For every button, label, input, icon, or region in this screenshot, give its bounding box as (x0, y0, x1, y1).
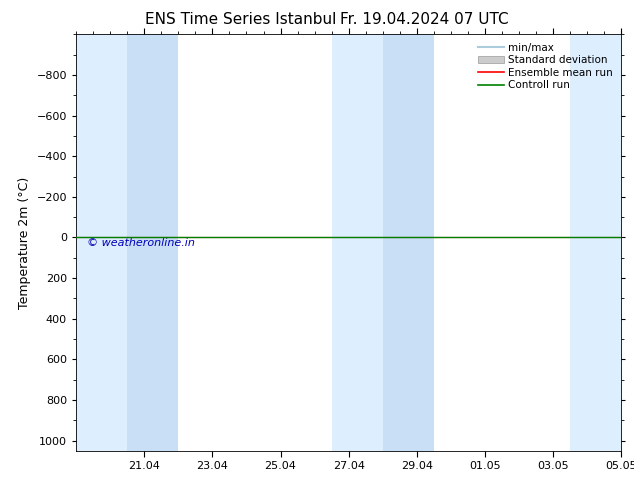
Legend: min/max, Standard deviation, Ensemble mean run, Controll run: min/max, Standard deviation, Ensemble me… (475, 40, 616, 94)
Bar (76, 34, 127, 451)
Text: © weatheronline.in: © weatheronline.in (87, 238, 195, 247)
Text: Fr. 19.04.2024 07 UTC: Fr. 19.04.2024 07 UTC (340, 12, 509, 27)
Bar (570, 34, 621, 451)
Text: ENS Time Series Istanbul: ENS Time Series Istanbul (145, 12, 337, 27)
Bar (332, 34, 383, 451)
Bar (127, 34, 178, 451)
Bar (383, 34, 434, 451)
Y-axis label: Temperature 2m (°C): Temperature 2m (°C) (18, 176, 31, 309)
